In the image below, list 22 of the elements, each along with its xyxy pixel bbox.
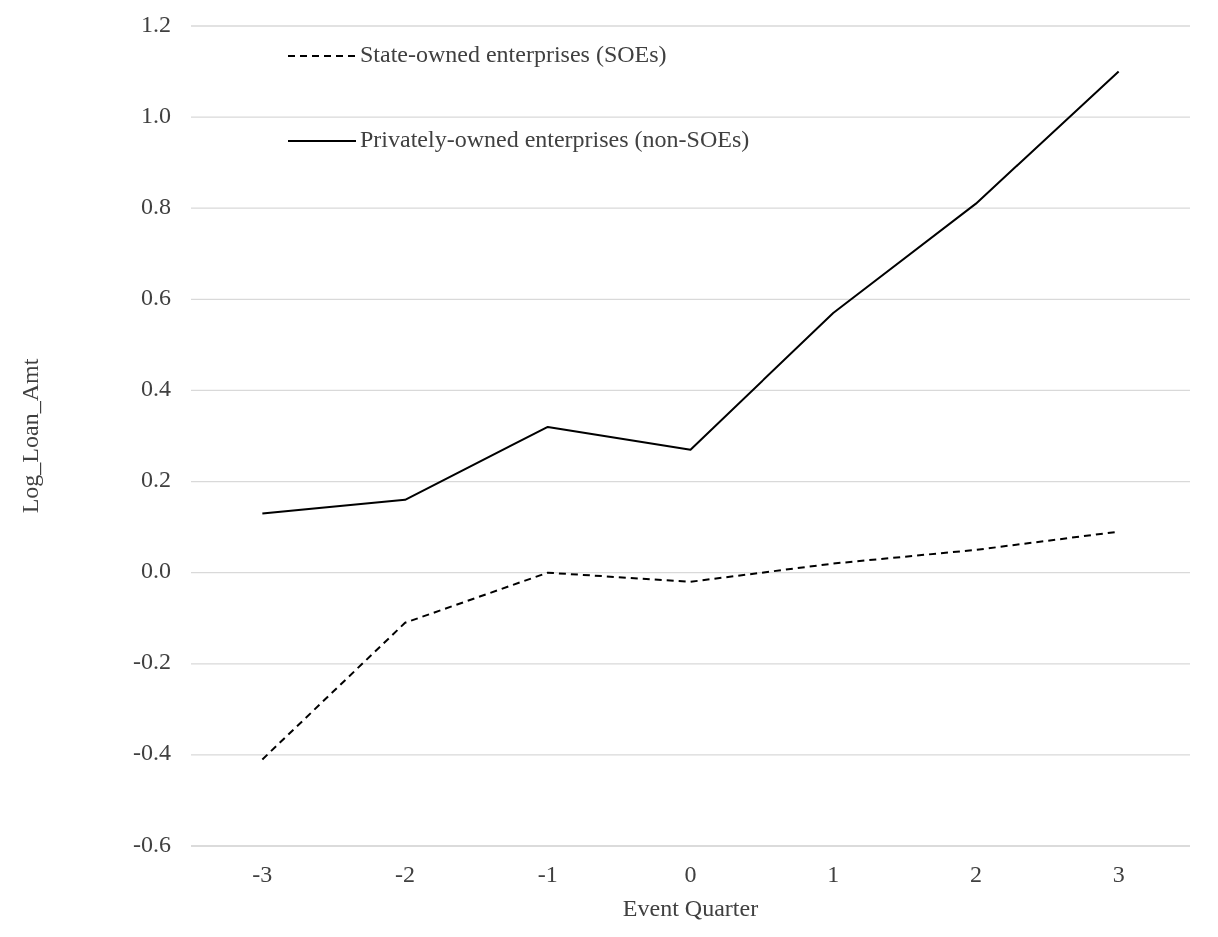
y-tick-label: 0.6 bbox=[141, 283, 171, 310]
y-tick-label: -0.6 bbox=[133, 830, 171, 857]
legend-label: Privately-owned enterprises (non-SOEs) bbox=[360, 125, 750, 152]
y-tick-label: 0.8 bbox=[141, 192, 171, 219]
x-tick-label: 1 bbox=[827, 860, 840, 887]
x-tick-label: -3 bbox=[252, 860, 273, 887]
legend-label: State-owned enterprises (SOEs) bbox=[360, 40, 667, 67]
y-tick-label: 1.2 bbox=[141, 10, 171, 37]
x-axis-title: Event Quarter bbox=[622, 895, 759, 921]
x-tick-label: -1 bbox=[537, 860, 558, 887]
y-tick-label: 1.0 bbox=[141, 101, 171, 128]
y-tick-label: 0.0 bbox=[141, 557, 171, 584]
y-tick-label: -0.4 bbox=[133, 739, 171, 766]
line-series bbox=[261, 70, 1120, 515]
y-axis-title: Log_Loan_Amt bbox=[17, 358, 43, 514]
x-tick-label: -2 bbox=[395, 860, 416, 887]
x-tick-label: 2 bbox=[969, 860, 982, 887]
y-tick-label: 0.2 bbox=[141, 466, 171, 493]
y-tick-label: 0.4 bbox=[141, 374, 171, 401]
y-tick-label: -0.2 bbox=[133, 648, 171, 675]
x-tick-label: 3 bbox=[1112, 860, 1125, 887]
x-tick-label: 0 bbox=[684, 860, 697, 887]
